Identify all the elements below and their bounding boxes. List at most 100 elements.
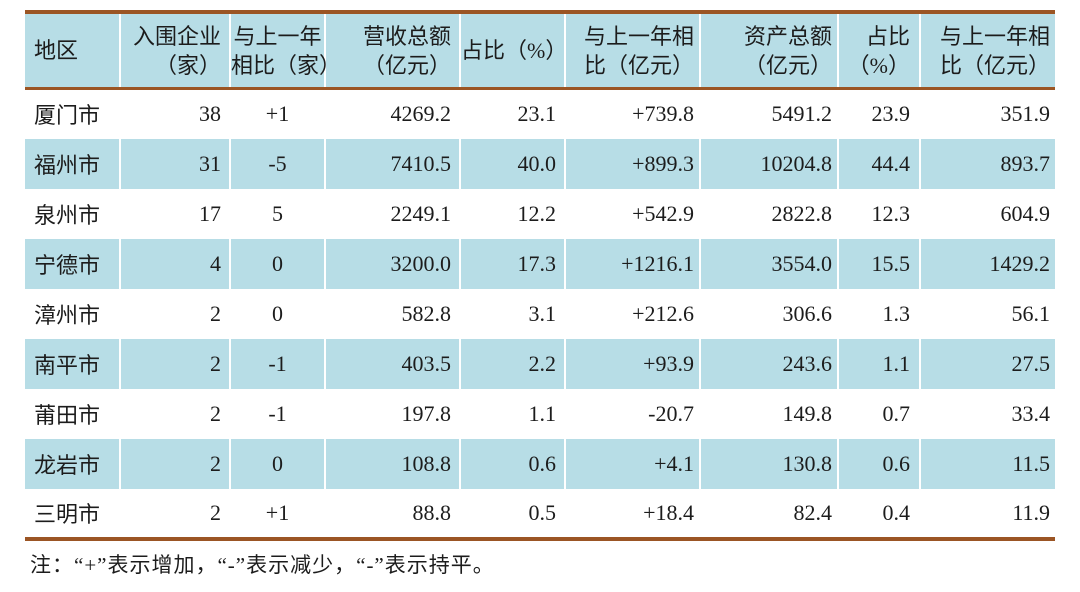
- table-cell: 23.1: [460, 88, 566, 139]
- region-cell: 宁德市: [25, 238, 121, 289]
- table-body: 厦门市 38 +1 4269.2 23.1 +739.8 5491.2 23.9 351.9 福州…: [25, 88, 1055, 539]
- table-cell: +212.6: [565, 288, 701, 339]
- table-cell: 582.8: [325, 288, 461, 339]
- region-cell: 三明市: [25, 488, 121, 539]
- table-cell: 893.7: [920, 138, 1055, 189]
- table-header-cell: 地区: [25, 12, 121, 90]
- table-header: 地区 入围企业 （家） 与上一年 相比（家） 营收总额 （亿元） 占比（%） 与上一年相 比（亿元…: [25, 12, 1055, 90]
- table-header-cell: 入围企业 （家）: [120, 12, 231, 90]
- table-cell: 3200.0: [325, 238, 461, 289]
- table-header-cell: 占比（%）: [460, 12, 567, 90]
- table-cell: 0.6: [460, 438, 566, 489]
- table-cell: 33.4: [1011, 400, 1051, 426]
- table-cell: 5491.2: [700, 88, 839, 139]
- table-cell: 0: [230, 288, 326, 339]
- table-cell: 0.5: [460, 488, 566, 539]
- table-cell: 11.5: [920, 438, 1055, 489]
- table-cell: 17.3: [460, 238, 566, 289]
- table-cell: 56.1: [1011, 300, 1051, 326]
- table-header-cell: 占比（%）: [838, 12, 921, 90]
- table-cell: 0: [230, 438, 326, 489]
- table-cell: +542.9: [565, 188, 701, 239]
- table-header-cell: 与上一年 相比（家）: [230, 12, 341, 90]
- table-cell: 0.4: [838, 488, 921, 539]
- table-cell: 44.4: [838, 138, 921, 189]
- regions-table-wrapper: 地区 入围企业 （家） 与上一年 相比（家） 营收总额 （亿元） 占比（%） 与上一年相 比（亿元…: [25, 10, 1055, 541]
- table-cell: +739.8: [565, 88, 701, 139]
- region-cell: 泉州市: [25, 188, 121, 239]
- table-cell: 403.5: [325, 338, 461, 389]
- table-row: 泉州市 17 5 2249.1 12.2 +542.9 2822.8 12.3 604.9: [25, 188, 1055, 239]
- table-cell: +1: [230, 88, 326, 139]
- table-cell: -1: [230, 388, 326, 439]
- table-cell: 23.9: [838, 88, 921, 139]
- table-cell: 2: [120, 388, 231, 439]
- table-cell: 12.3: [838, 188, 921, 239]
- table-row: 南平市 2 -1 403.5 2.2 +93.9 243.6 1.1 27.5: [25, 338, 1055, 389]
- table-cell: 3.1: [460, 288, 566, 339]
- table-row: 宁德市 4 0 3200.0 17.3 +1216.1 3554.0 15.5 1429.2: [25, 238, 1055, 289]
- region-cell: 南平市: [25, 338, 121, 389]
- table-row: 漳州市 2 0 582.8 3.1 +212.6 306.6 1.3 56.1: [25, 288, 1055, 339]
- table-cell: 5: [230, 188, 326, 239]
- table-cell: 4: [120, 238, 231, 289]
- table-cell: 306.6: [700, 288, 839, 339]
- table-cell: 2822.8: [700, 188, 839, 239]
- table-cell: 2: [120, 338, 231, 389]
- table-cell: 31: [120, 138, 231, 189]
- table-header-row: 地区 入围企业 （家） 与上一年 相比（家） 营收总额 （亿元） 占比（%） 与上一年相 比（亿元…: [25, 12, 1055, 90]
- table-cell: 15.5: [838, 238, 921, 289]
- table-cell: +93.9: [565, 338, 701, 389]
- table-footnote: 注：“+”表示增加，“-”表示减少，“-”表示持平。: [30, 553, 495, 577]
- region-cell: 厦门市: [25, 88, 121, 139]
- region-cell: 龙岩市: [25, 438, 121, 489]
- table-cell: 243.6: [700, 338, 839, 389]
- table-header-cell: 资产总额 （亿元）: [700, 12, 839, 90]
- table-cell: 1.3: [838, 288, 921, 339]
- table-header-cell: 与上一年相 比（亿元）: [565, 12, 701, 90]
- table-cell: 604.9: [1000, 200, 1051, 226]
- table-cell: 2: [120, 488, 231, 539]
- table-cell: 40.0: [460, 138, 566, 189]
- table-cell: 149.8: [700, 388, 839, 439]
- table-cell: 27.5: [920, 338, 1055, 389]
- table-cell: 17: [120, 188, 231, 239]
- table-cell: 82.4: [700, 488, 839, 539]
- table-cell: 11.9: [1012, 499, 1050, 525]
- table-cell: 0.6: [838, 438, 921, 489]
- table-cell: 130.8: [700, 438, 839, 489]
- table-row: 福州市 31 -5 7410.5 40.0 +899.3 10204.8 44.4 893.7: [25, 138, 1055, 189]
- table-cell: 4269.2: [325, 88, 461, 139]
- table-cell: 7410.5: [325, 138, 461, 189]
- table-cell: 10204.8: [700, 138, 839, 189]
- table-row: 龙岩市 2 0 108.8 0.6 +4.1 130.8 0.6 11.5: [25, 438, 1055, 489]
- table-cell: +1: [230, 488, 326, 539]
- table-cell: 108.8: [325, 438, 461, 489]
- table-cell: 88.8: [325, 488, 461, 539]
- table-cell: 12.2: [460, 188, 566, 239]
- table-header-cell: 与上一年相 比（亿元）: [920, 12, 1055, 90]
- table-cell: 2: [120, 288, 231, 339]
- table-row: 莆田市 2 -1 197.8 1.1 -20.7 149.8 0.7 33.4: [25, 388, 1055, 439]
- table-header-cell: 营收总额 （亿元）: [325, 12, 461, 90]
- table-cell: -1: [230, 338, 326, 389]
- table-cell: 1429.2: [920, 238, 1055, 289]
- regions-table: 地区 入围企业 （家） 与上一年 相比（家） 营收总额 （亿元） 占比（%） 与上一年相 比（亿元…: [25, 10, 1055, 541]
- region-cell: 漳州市: [25, 288, 121, 339]
- table-row: 三明市 2 +1 88.8 0.5 +18.4 82.4 0.4 11.9: [25, 488, 1055, 539]
- table-cell: 1.1: [838, 338, 921, 389]
- table-row: 厦门市 38 +1 4269.2 23.1 +739.8 5491.2 23.9 351.9: [25, 88, 1055, 139]
- table-cell: +18.4: [565, 488, 701, 539]
- table-cell: -20.7: [565, 388, 701, 439]
- table-cell: 351.9: [1000, 101, 1051, 127]
- region-cell: 莆田市: [25, 388, 121, 439]
- table-cell: +899.3: [565, 138, 701, 189]
- table-cell: -5: [230, 138, 326, 189]
- region-cell: 福州市: [25, 138, 121, 189]
- table-cell: 1.1: [460, 388, 566, 439]
- table-cell: 0.7: [838, 388, 921, 439]
- table-cell: 0: [230, 238, 326, 289]
- table-cell: +1216.1: [565, 238, 701, 289]
- table-cell: 3554.0: [700, 238, 839, 289]
- table-cell: 2: [120, 438, 231, 489]
